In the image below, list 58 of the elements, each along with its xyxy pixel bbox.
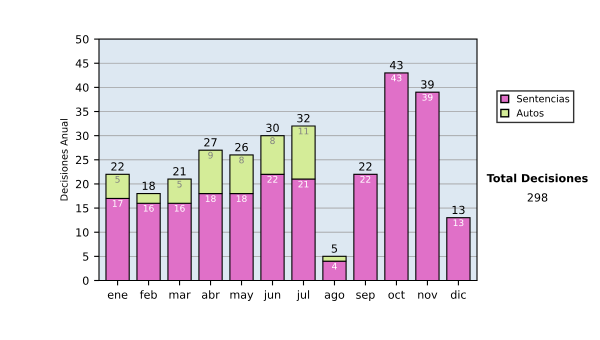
- x-tick-label: abr: [202, 290, 220, 299]
- x-tick-label: jul: [296, 290, 310, 301]
- data-label: 16: [144, 204, 154, 212]
- data-label: 18: [206, 195, 216, 202]
- total-label: 27: [204, 138, 217, 146]
- data-label: 16: [174, 204, 185, 212]
- y-tick-label: 5: [83, 252, 88, 261]
- y-tick-label: 20: [76, 180, 89, 188]
- x-tick-label: sep: [356, 292, 375, 301]
- total-label: 26: [235, 142, 248, 152]
- data-label: 9: [208, 152, 213, 159]
- data-label: 11: [298, 128, 308, 134]
- legend-label: Sentencias: [517, 94, 570, 102]
- y-tick-label: 15: [76, 204, 88, 212]
- y-tick-label: 40: [76, 83, 89, 92]
- total-label: 18: [142, 182, 155, 190]
- data-label: 4: [332, 262, 337, 270]
- data-label: 21: [298, 180, 308, 188]
- data-label: 22: [267, 176, 278, 183]
- total-label: 43: [390, 60, 403, 70]
- x-tick-label: jun: [264, 290, 280, 301]
- data-label: 8: [239, 156, 244, 164]
- x-tick-label: ene: [108, 292, 128, 299]
- text: Total Decisiones: [486, 174, 588, 182]
- data-label: 5: [115, 176, 120, 183]
- y-tick-label: 10: [76, 228, 89, 237]
- x-tick-label: nov: [418, 292, 438, 299]
- total-label: 39: [421, 80, 434, 89]
- total-label: 22: [111, 162, 124, 171]
- total-label: 13: [452, 206, 465, 214]
- y-tick-label: 35: [76, 107, 88, 116]
- y-tick-label: 0: [82, 276, 89, 285]
- y-tick-label: 50: [76, 35, 89, 44]
- x-tick-label: mar: [169, 292, 191, 299]
- total-label: 5: [332, 244, 338, 253]
- y-tick-label: 25: [76, 156, 88, 164]
- total-label: 22: [359, 162, 372, 171]
- total-label: 32: [297, 114, 310, 122]
- data-label: 43: [391, 74, 402, 82]
- text: 298: [528, 193, 548, 202]
- data-label: 39: [422, 94, 433, 101]
- data-label: 22: [360, 176, 370, 183]
- data-label: 13: [454, 219, 464, 226]
- y-axis-title: Decisiones Anual: [60, 119, 68, 200]
- x-tick-label: dic: [450, 290, 466, 299]
- total-label: 30: [266, 124, 279, 132]
- data-label: 17: [112, 200, 123, 207]
- total-label: 21: [173, 167, 186, 176]
- x-tick-label: may: [230, 292, 254, 301]
- y-tick-label: 30: [76, 132, 89, 140]
- x-tick-label: feb: [140, 290, 157, 299]
- legend-label: Autos: [516, 109, 544, 117]
- data-label: 8: [270, 137, 275, 144]
- y-tick-label: 45: [76, 59, 88, 68]
- data-label: 18: [236, 195, 247, 202]
- x-tick-label: oct: [388, 290, 405, 299]
- x-tick-label: ago: [324, 292, 344, 301]
- data-label: 5: [177, 180, 182, 188]
